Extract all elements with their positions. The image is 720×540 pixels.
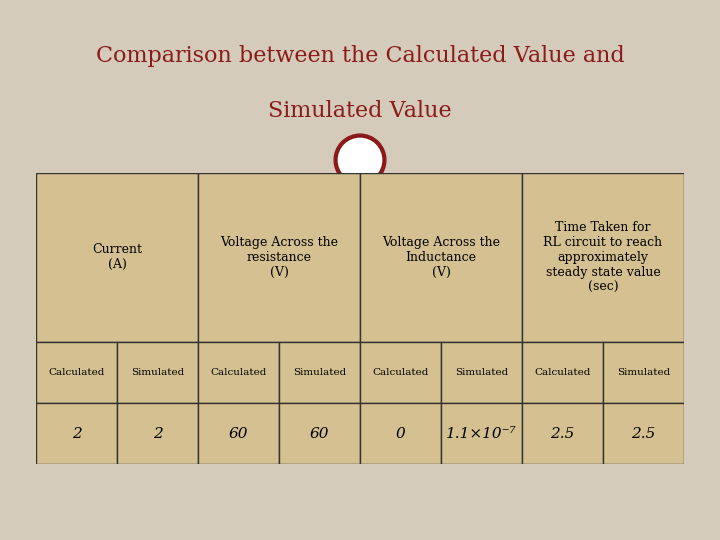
FancyBboxPatch shape <box>522 173 684 342</box>
FancyBboxPatch shape <box>117 342 198 403</box>
FancyBboxPatch shape <box>36 403 117 464</box>
Text: Calculated: Calculated <box>48 368 104 377</box>
FancyBboxPatch shape <box>198 342 279 403</box>
Text: 2.5: 2.5 <box>631 427 656 441</box>
Text: Comparison between the Calculated Value and: Comparison between the Calculated Value … <box>96 45 624 68</box>
Text: Calculated: Calculated <box>210 368 266 377</box>
FancyBboxPatch shape <box>360 173 522 342</box>
Text: 1.1×10⁻⁷: 1.1×10⁻⁷ <box>446 427 517 441</box>
Text: 60: 60 <box>229 427 248 441</box>
Text: 2: 2 <box>153 427 163 441</box>
FancyBboxPatch shape <box>360 342 441 403</box>
Text: 2.5: 2.5 <box>550 427 575 441</box>
Text: 0: 0 <box>395 427 405 441</box>
FancyBboxPatch shape <box>279 403 360 464</box>
Text: Voltage Across the
Inductance
(V): Voltage Across the Inductance (V) <box>382 236 500 279</box>
FancyBboxPatch shape <box>522 342 603 403</box>
FancyBboxPatch shape <box>441 403 522 464</box>
Text: 2: 2 <box>71 427 81 441</box>
Text: Simulated: Simulated <box>293 368 346 377</box>
FancyBboxPatch shape <box>198 173 360 342</box>
FancyBboxPatch shape <box>36 173 198 342</box>
Text: Simulated: Simulated <box>131 368 184 377</box>
Text: Simulated: Simulated <box>455 368 508 377</box>
FancyBboxPatch shape <box>36 342 117 403</box>
FancyBboxPatch shape <box>603 403 684 464</box>
FancyBboxPatch shape <box>279 342 360 403</box>
FancyBboxPatch shape <box>198 403 279 464</box>
Circle shape <box>338 138 382 181</box>
FancyBboxPatch shape <box>360 403 441 464</box>
Text: Simulated Value: Simulated Value <box>268 100 452 123</box>
FancyBboxPatch shape <box>603 342 684 403</box>
Text: Simulated: Simulated <box>617 368 670 377</box>
Text: Voltage Across the
resistance
(V): Voltage Across the resistance (V) <box>220 236 338 279</box>
Text: Calculated: Calculated <box>534 368 590 377</box>
FancyBboxPatch shape <box>522 403 603 464</box>
FancyBboxPatch shape <box>441 342 522 403</box>
Text: 60: 60 <box>310 427 329 441</box>
Text: Current
(A): Current (A) <box>92 244 142 272</box>
FancyBboxPatch shape <box>117 403 198 464</box>
Text: Time Taken for
RL circuit to reach
approximately
steady state value
(sec): Time Taken for RL circuit to reach appro… <box>544 221 662 294</box>
Text: Calculated: Calculated <box>372 368 428 377</box>
